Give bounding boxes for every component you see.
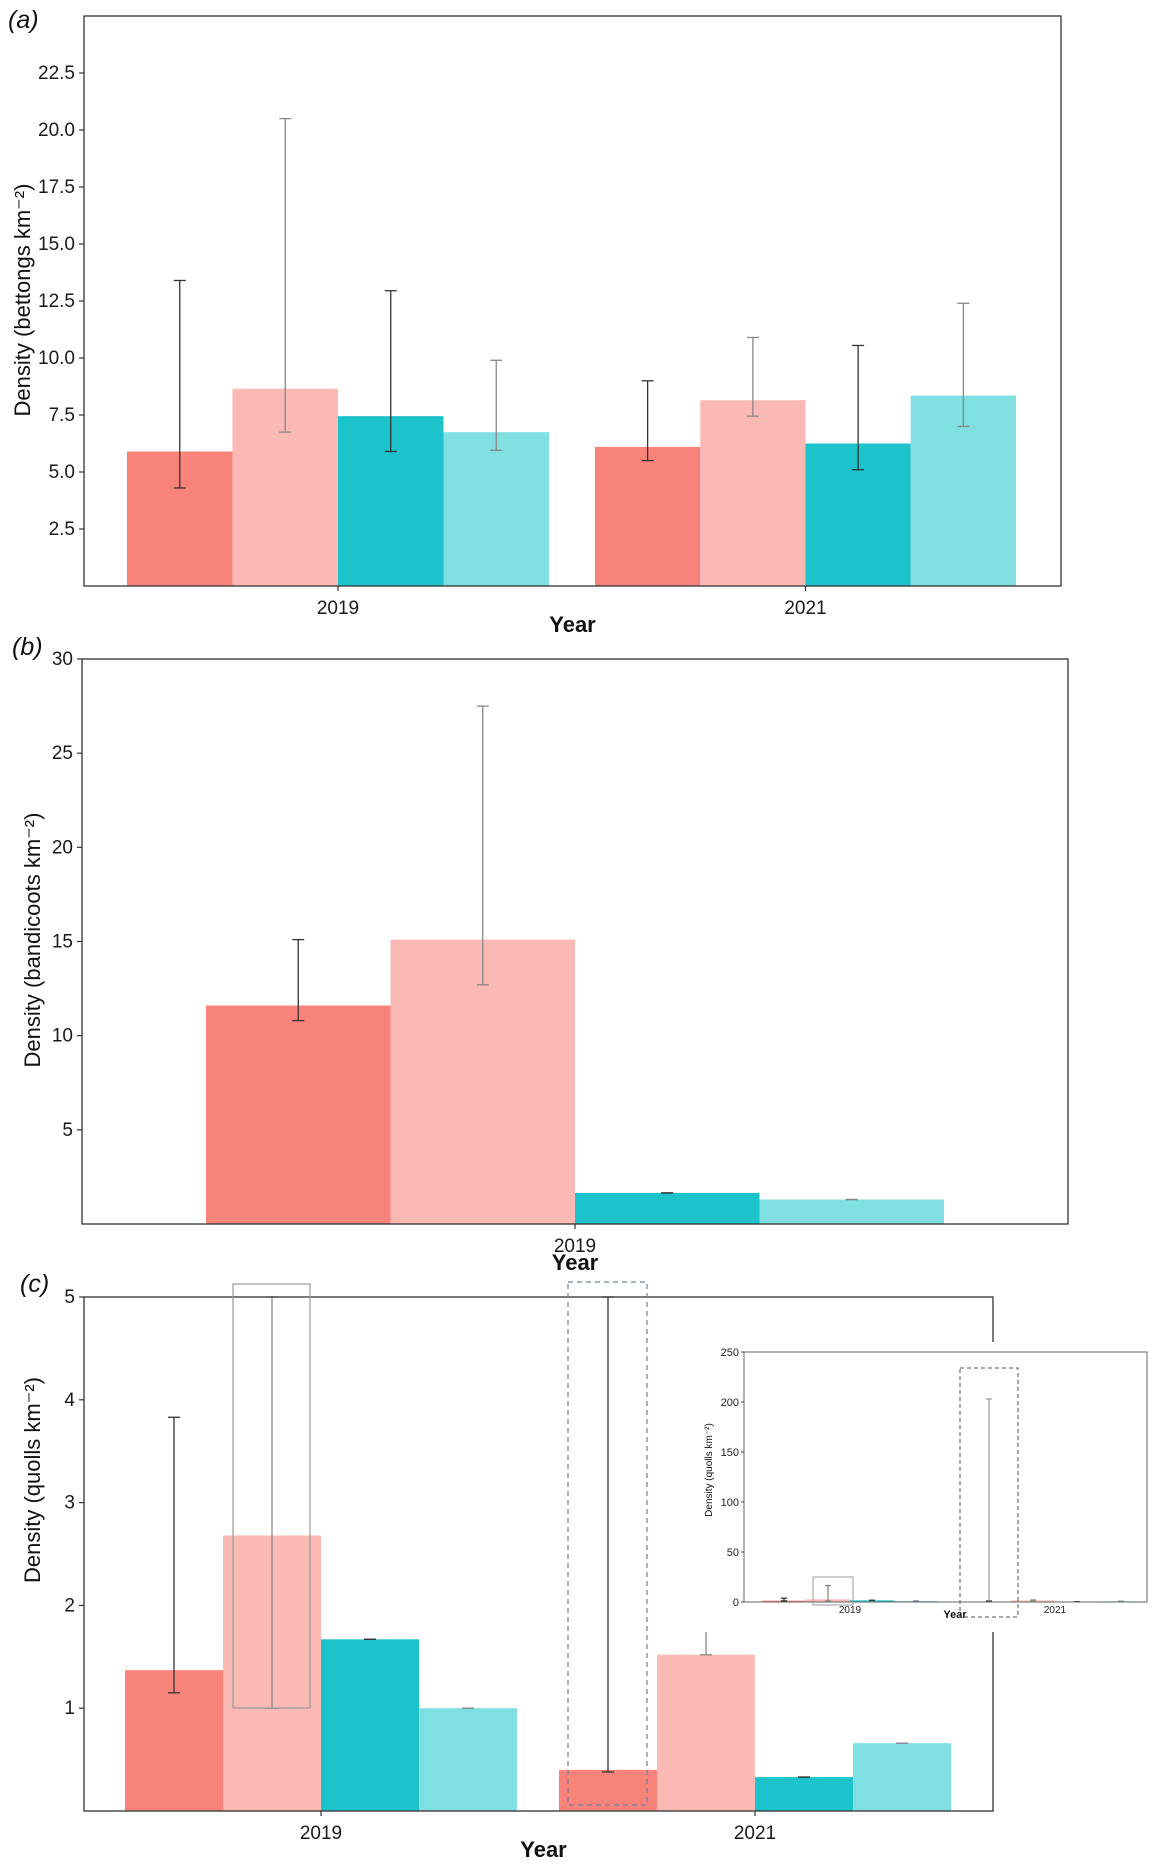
y-tick-label: 17.5 xyxy=(38,177,75,198)
panel-b-bar-2019-s1 xyxy=(206,1005,391,1224)
panel-a-bar-2021-s2 xyxy=(700,400,806,586)
inset-y-tick-label: 0 xyxy=(733,1597,739,1609)
inset-y-axis-label: Density (quolls km⁻²) xyxy=(704,1423,715,1517)
y-tick-label: 2.5 xyxy=(49,519,75,540)
inset-highlight-box-2021 xyxy=(959,1367,1019,1618)
inset-frame xyxy=(743,1351,1148,1603)
panel-a-bar-2021-s4 xyxy=(910,395,1016,586)
x-tick-label: 2021 xyxy=(734,1823,776,1844)
panel-b-bar-2019-s3 xyxy=(575,1192,760,1224)
panel-c-bar-2019-s3 xyxy=(321,1639,419,1811)
x-tick-label: 2021 xyxy=(784,598,826,619)
inset-y-tick-label: 100 xyxy=(721,1497,739,1509)
y-tick-label: 2 xyxy=(64,1595,75,1616)
panel-a-errorbar-2019-s1 xyxy=(173,279,186,489)
panel-label: (b) xyxy=(12,633,43,661)
inset-x-tick-label: 2019 xyxy=(839,1605,862,1616)
highlight-box-2021 xyxy=(567,1281,648,1806)
panel-a-bar-2019-s4 xyxy=(443,432,549,586)
inset-wide-errorbar xyxy=(986,1398,992,1602)
y-tick-label: 5.0 xyxy=(49,462,75,483)
panel-a-errorbar-2019-s2 xyxy=(279,117,292,433)
y-tick-label: 15 xyxy=(52,932,73,953)
panel-c-bar-2021-s4 xyxy=(853,1743,951,1811)
y-tick-label: 12.5 xyxy=(38,291,75,312)
panel-a-errorbar-2021-s4 xyxy=(957,302,970,428)
x-axis-label: Year xyxy=(549,612,596,637)
y-tick-label: 3 xyxy=(64,1493,75,1514)
panel-b-errorbar-2019-s1 xyxy=(292,938,305,1022)
panel-c: 1 2 3 4 5 2019 2021 Year Density (quolls km⁻²) (c… xyxy=(20,1270,1153,1862)
panel-a-errorbar-2021-s2 xyxy=(746,336,759,417)
panel-a-errorbar-2021-s3 xyxy=(852,344,865,471)
inset-y-tick-label: 50 xyxy=(727,1547,739,1559)
y-tick-label: 20.0 xyxy=(38,120,75,141)
panel-b-bar-2019-s2 xyxy=(390,939,575,1224)
y-tick-label: 7.5 xyxy=(49,405,75,426)
y-tick-label: 30 xyxy=(52,649,73,670)
panel-c-bar-2021-s3 xyxy=(755,1777,853,1811)
inset-highlight-box-2019 xyxy=(812,1576,854,1606)
panel-c-bar-2019-s1 xyxy=(125,1670,223,1811)
inset-bar-2019-s3 xyxy=(850,1600,894,1602)
y-tick-label: 10 xyxy=(52,1026,73,1047)
inset-y-tick-label: 150 xyxy=(721,1447,739,1459)
x-tick-label: 2019 xyxy=(300,1823,342,1844)
y-tick-label: 15.0 xyxy=(38,234,75,255)
panel-c-bar-2021-s1 xyxy=(559,1769,657,1811)
inset-y-tick-label: 200 xyxy=(721,1397,739,1409)
y-axis-label: Density (bandicoots km⁻²) xyxy=(20,813,45,1068)
x-axis-label: Year xyxy=(520,1837,567,1862)
panel-a-bar-2021-s1 xyxy=(595,446,701,586)
y-tick-label: 20 xyxy=(52,837,73,858)
inset-x-tick-label: 2021 xyxy=(1044,1605,1067,1616)
y-tick-label: 25 xyxy=(52,743,73,764)
y-tick-label: 5 xyxy=(64,1287,75,1308)
panel-a-errorbar-2019-s3 xyxy=(384,290,397,453)
x-tick-label: 2019 xyxy=(317,598,359,619)
panel-a-errorbar-2019-s4 xyxy=(490,359,503,451)
y-axis-label: Density (bettongs km⁻²) xyxy=(10,184,35,417)
inset-errorbar-2019-s1 xyxy=(781,1597,787,1602)
y-axis-label: Density (quolls km⁻²) xyxy=(20,1377,45,1583)
inset-errorbar-2019-s2 xyxy=(825,1584,831,1602)
panel-c-errorbar-2019-s1 xyxy=(168,1416,180,1694)
panel-b-errorbar-2019-s2 xyxy=(476,705,489,986)
x-axis-label: Year xyxy=(552,1250,599,1275)
y-tick-label: 10.0 xyxy=(38,348,75,369)
y-tick-label: 4 xyxy=(64,1390,75,1411)
highlight-box-2019 xyxy=(232,1283,311,1709)
panel-label: (c) xyxy=(20,1270,49,1298)
y-tick-label: 22.5 xyxy=(38,63,75,84)
panel-c-bar-2021-s2 xyxy=(657,1654,755,1811)
panel-c-bar-2019-s4 xyxy=(419,1708,517,1811)
x-tick-label: 2019 xyxy=(554,1236,596,1257)
y-tick-label: 1 xyxy=(64,1698,75,1719)
panel-label: (a) xyxy=(8,6,39,34)
panel-c-errorbar-2021-s1 xyxy=(602,1296,614,1773)
inset-plot: 0 50 100 150 200 250 2019 2021 Year Density (quol… xyxy=(684,1342,1153,1632)
y-tick-label: 5 xyxy=(62,1120,73,1141)
panel-a: 2.5 5.0 7.5 10.0 12.5 15.0 17.5 20.0 22.5 2019 202… xyxy=(8,6,1062,637)
panel-a-errorbar-2021-s1 xyxy=(641,380,654,462)
inset-bar-2021-s2 xyxy=(1011,1600,1055,1602)
inset-x-axis-label: Year xyxy=(943,1609,967,1621)
inset-background xyxy=(684,1342,1153,1632)
panel-b-bar-2019-s4 xyxy=(759,1199,944,1224)
inset-y-tick-label: 250 xyxy=(721,1347,739,1359)
